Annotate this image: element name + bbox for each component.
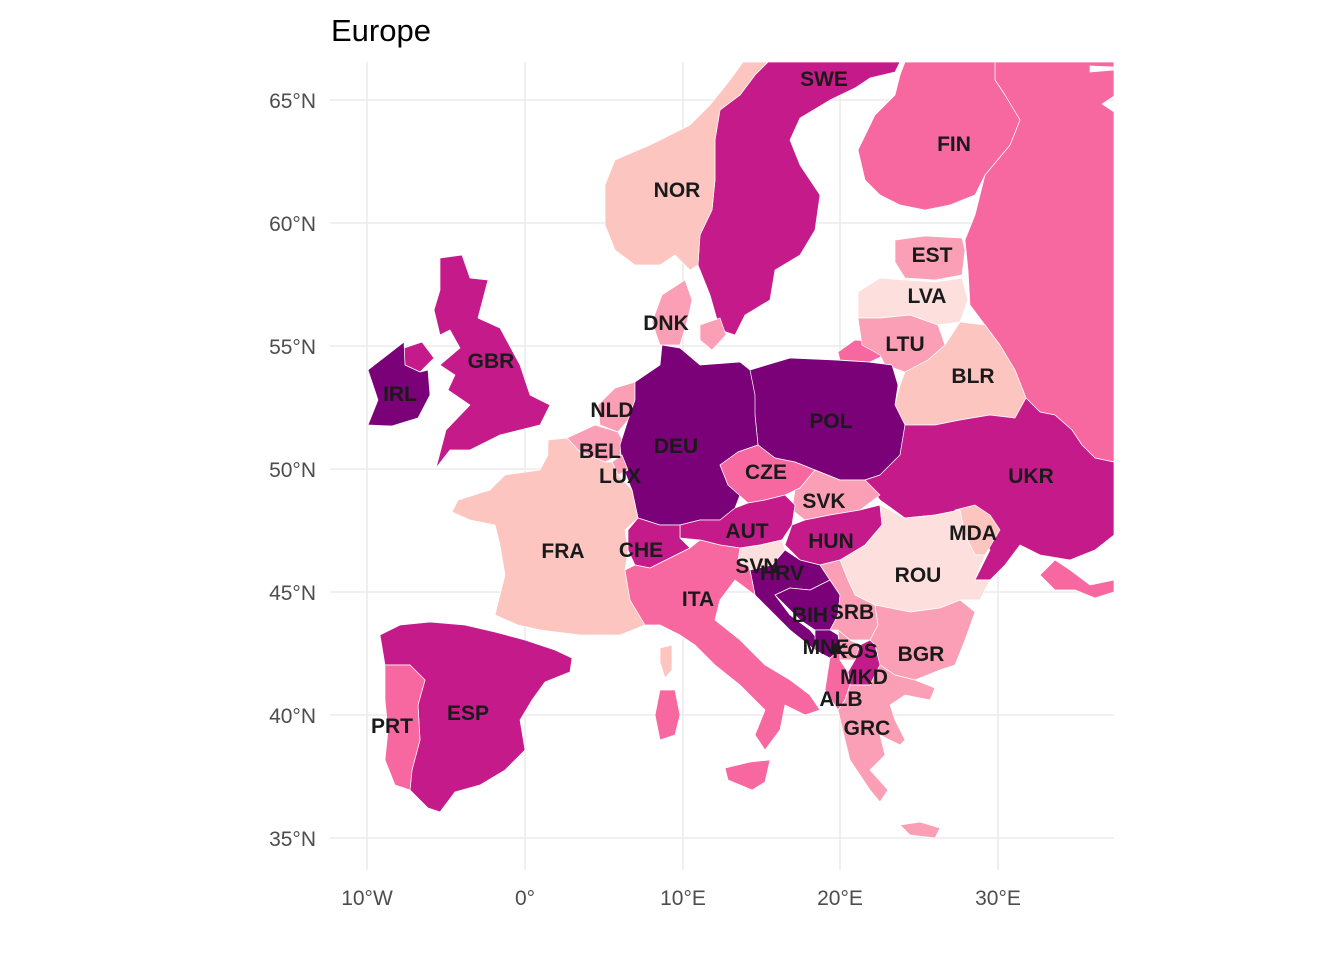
country-label-POL: POL: [809, 410, 852, 433]
country-label-MDA: MDA: [949, 522, 997, 545]
x-tick-label: 10°E: [660, 887, 706, 910]
country-label-HUN: HUN: [808, 530, 854, 553]
country-label-GRC: GRC: [844, 717, 891, 740]
country-IRL[interactable]: [367, 341, 431, 427]
x-tick-label: 30°E: [975, 887, 1021, 910]
country-label-MKD: MKD: [840, 666, 888, 689]
country-RUS[interactable]: [1039, 559, 1115, 599]
country-label-NOR: NOR: [654, 179, 701, 202]
countries: [367, 61, 1115, 839]
country-NOR[interactable]: [604, 61, 769, 271]
country-label-ESP: ESP: [447, 702, 489, 725]
country-label-IRL: IRL: [383, 383, 417, 406]
y-axis: 65°N 60°N 55°N 50°N 45°N 40°N 35°N: [269, 90, 316, 851]
country-label-MNE: MNE: [803, 636, 850, 659]
map-title: Europe: [331, 13, 431, 48]
country-label-BEL: BEL: [579, 440, 621, 463]
country-label-LUX: LUX: [599, 465, 641, 488]
y-tick-label: 65°N: [269, 90, 316, 113]
country-label-BGR: BGR: [898, 643, 945, 666]
country-label-LTU: LTU: [885, 333, 924, 356]
country-FRA[interactable]: [659, 644, 673, 679]
country-label-CZE: CZE: [745, 461, 787, 484]
country-label-BIH: BIH: [792, 604, 828, 627]
country-label-SWE: SWE: [800, 68, 848, 91]
country-label-DEU: DEU: [654, 435, 698, 458]
y-tick-label: 50°N: [269, 459, 316, 482]
country-label-UKR: UKR: [1008, 465, 1054, 488]
country-label-KOS: KOS: [832, 640, 878, 663]
country-UKR[interactable]: [864, 397, 1115, 581]
x-tick-label: 10°W: [341, 887, 393, 910]
country-ITA[interactable]: [654, 689, 681, 741]
country-label-LVA: LVA: [908, 285, 947, 308]
x-tick-label: 0°: [515, 887, 535, 910]
country-label-BLR: BLR: [951, 365, 994, 388]
country-label-SVN: SVN: [735, 555, 778, 578]
country-label-ALB: ALB: [819, 688, 862, 711]
country-label-AUT: AUT: [725, 520, 768, 543]
country-FRA[interactable]: [451, 437, 646, 636]
y-tick-label: 35°N: [269, 828, 316, 851]
country-ITA[interactable]: [624, 539, 821, 751]
country-ITA[interactable]: [724, 759, 771, 791]
country-label-CHE: CHE: [619, 539, 663, 562]
country-label-ROU: ROU: [895, 564, 942, 587]
y-tick-label: 55°N: [269, 336, 316, 359]
country-label-GBR: GBR: [468, 350, 515, 373]
country-label-SRB: SRB: [830, 601, 874, 624]
country-label-ITA: ITA: [682, 588, 714, 611]
country-FIN[interactable]: [857, 61, 1021, 211]
country-label-FRA: FRA: [541, 540, 584, 563]
country-DNK[interactable]: [651, 279, 693, 346]
country-PRT[interactable]: [384, 664, 426, 791]
country-label-NLD: NLD: [590, 399, 633, 422]
x-axis: 10°W 0° 10°E 20°E 30°E: [341, 887, 1021, 910]
y-tick-label: 40°N: [269, 705, 316, 728]
x-tick-label: 20°E: [817, 887, 863, 910]
country-label-EST: EST: [912, 244, 953, 267]
country-label-FIN: FIN: [937, 133, 971, 156]
country-label-HRV: HRV: [760, 562, 804, 585]
y-tick-label: 45°N: [269, 582, 316, 605]
country-SVK[interactable]: [791, 469, 881, 521]
country-GBR[interactable]: [433, 254, 551, 469]
y-tick-label: 60°N: [269, 213, 316, 236]
country-EST[interactable]: [894, 235, 966, 281]
country-label-SVK: SVK: [802, 490, 845, 513]
country-label-PRT: PRT: [371, 715, 413, 738]
country-GRC[interactable]: [837, 664, 936, 803]
country-DNK[interactable]: [699, 317, 727, 351]
country-labels: SWE FIN NOR EST LVA DNK LTU GBR IRL BLR …: [371, 68, 1054, 740]
country-label-DNK: DNK: [643, 312, 689, 335]
country-GRC[interactable]: [899, 821, 941, 839]
country-SRB[interactable]: [819, 559, 879, 641]
